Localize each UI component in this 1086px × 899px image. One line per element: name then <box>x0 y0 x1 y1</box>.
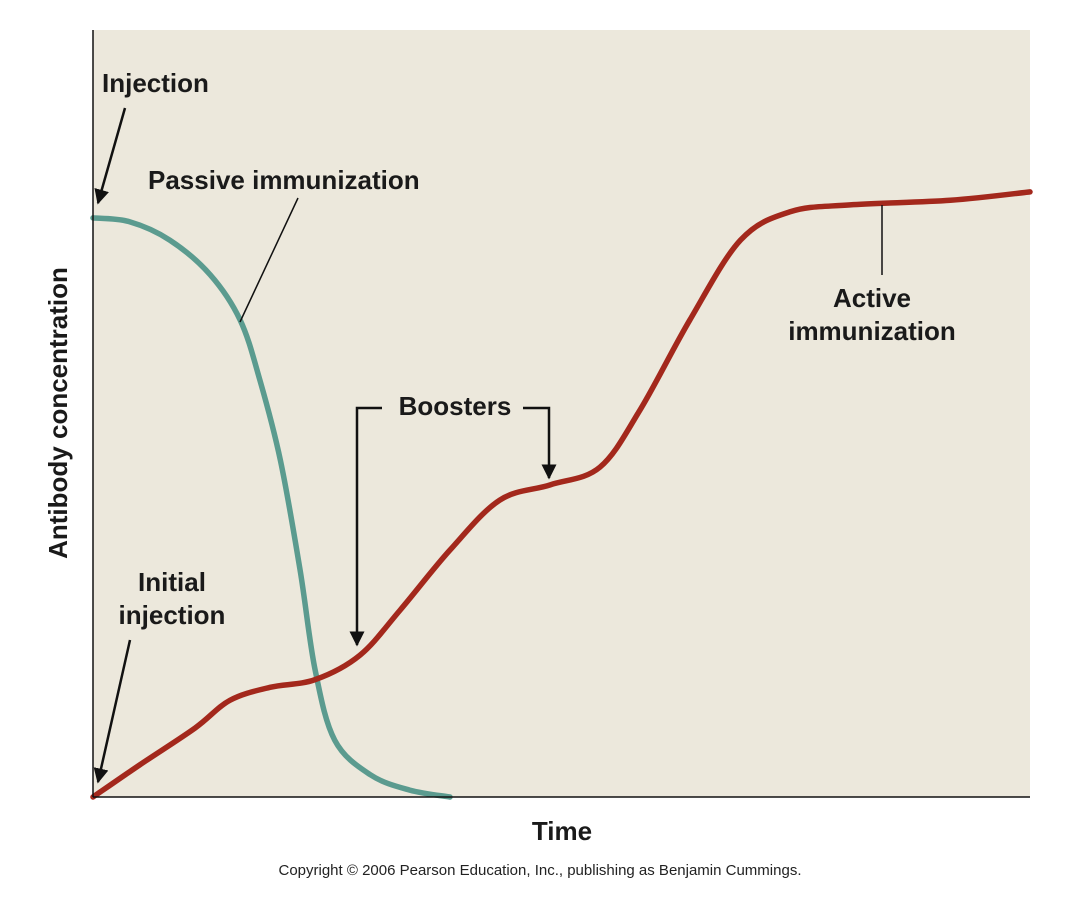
plot-area <box>93 30 1030 797</box>
annotation: Injection <box>102 68 209 98</box>
line-series <box>90 189 1033 800</box>
copyright: Copyright © 2006 Pearson Education, Inc.… <box>278 862 801 879</box>
annotation: Initial <box>138 567 206 597</box>
annotation: Active <box>833 283 911 313</box>
initial-injection-arrow <box>93 639 132 784</box>
y-axis-label: Antibody concentration <box>43 267 73 559</box>
annotation: injection <box>119 600 226 630</box>
annotation: immunization <box>788 316 956 346</box>
x-axis-label: Time <box>532 816 592 846</box>
booster-arrow <box>349 406 382 647</box>
injection-arrow <box>94 107 127 205</box>
line-series <box>90 215 453 800</box>
annotation: Boosters <box>399 391 512 421</box>
annotation: Passive immunization <box>148 165 420 195</box>
passive-leader <box>239 197 299 323</box>
booster-arrow <box>523 406 557 480</box>
